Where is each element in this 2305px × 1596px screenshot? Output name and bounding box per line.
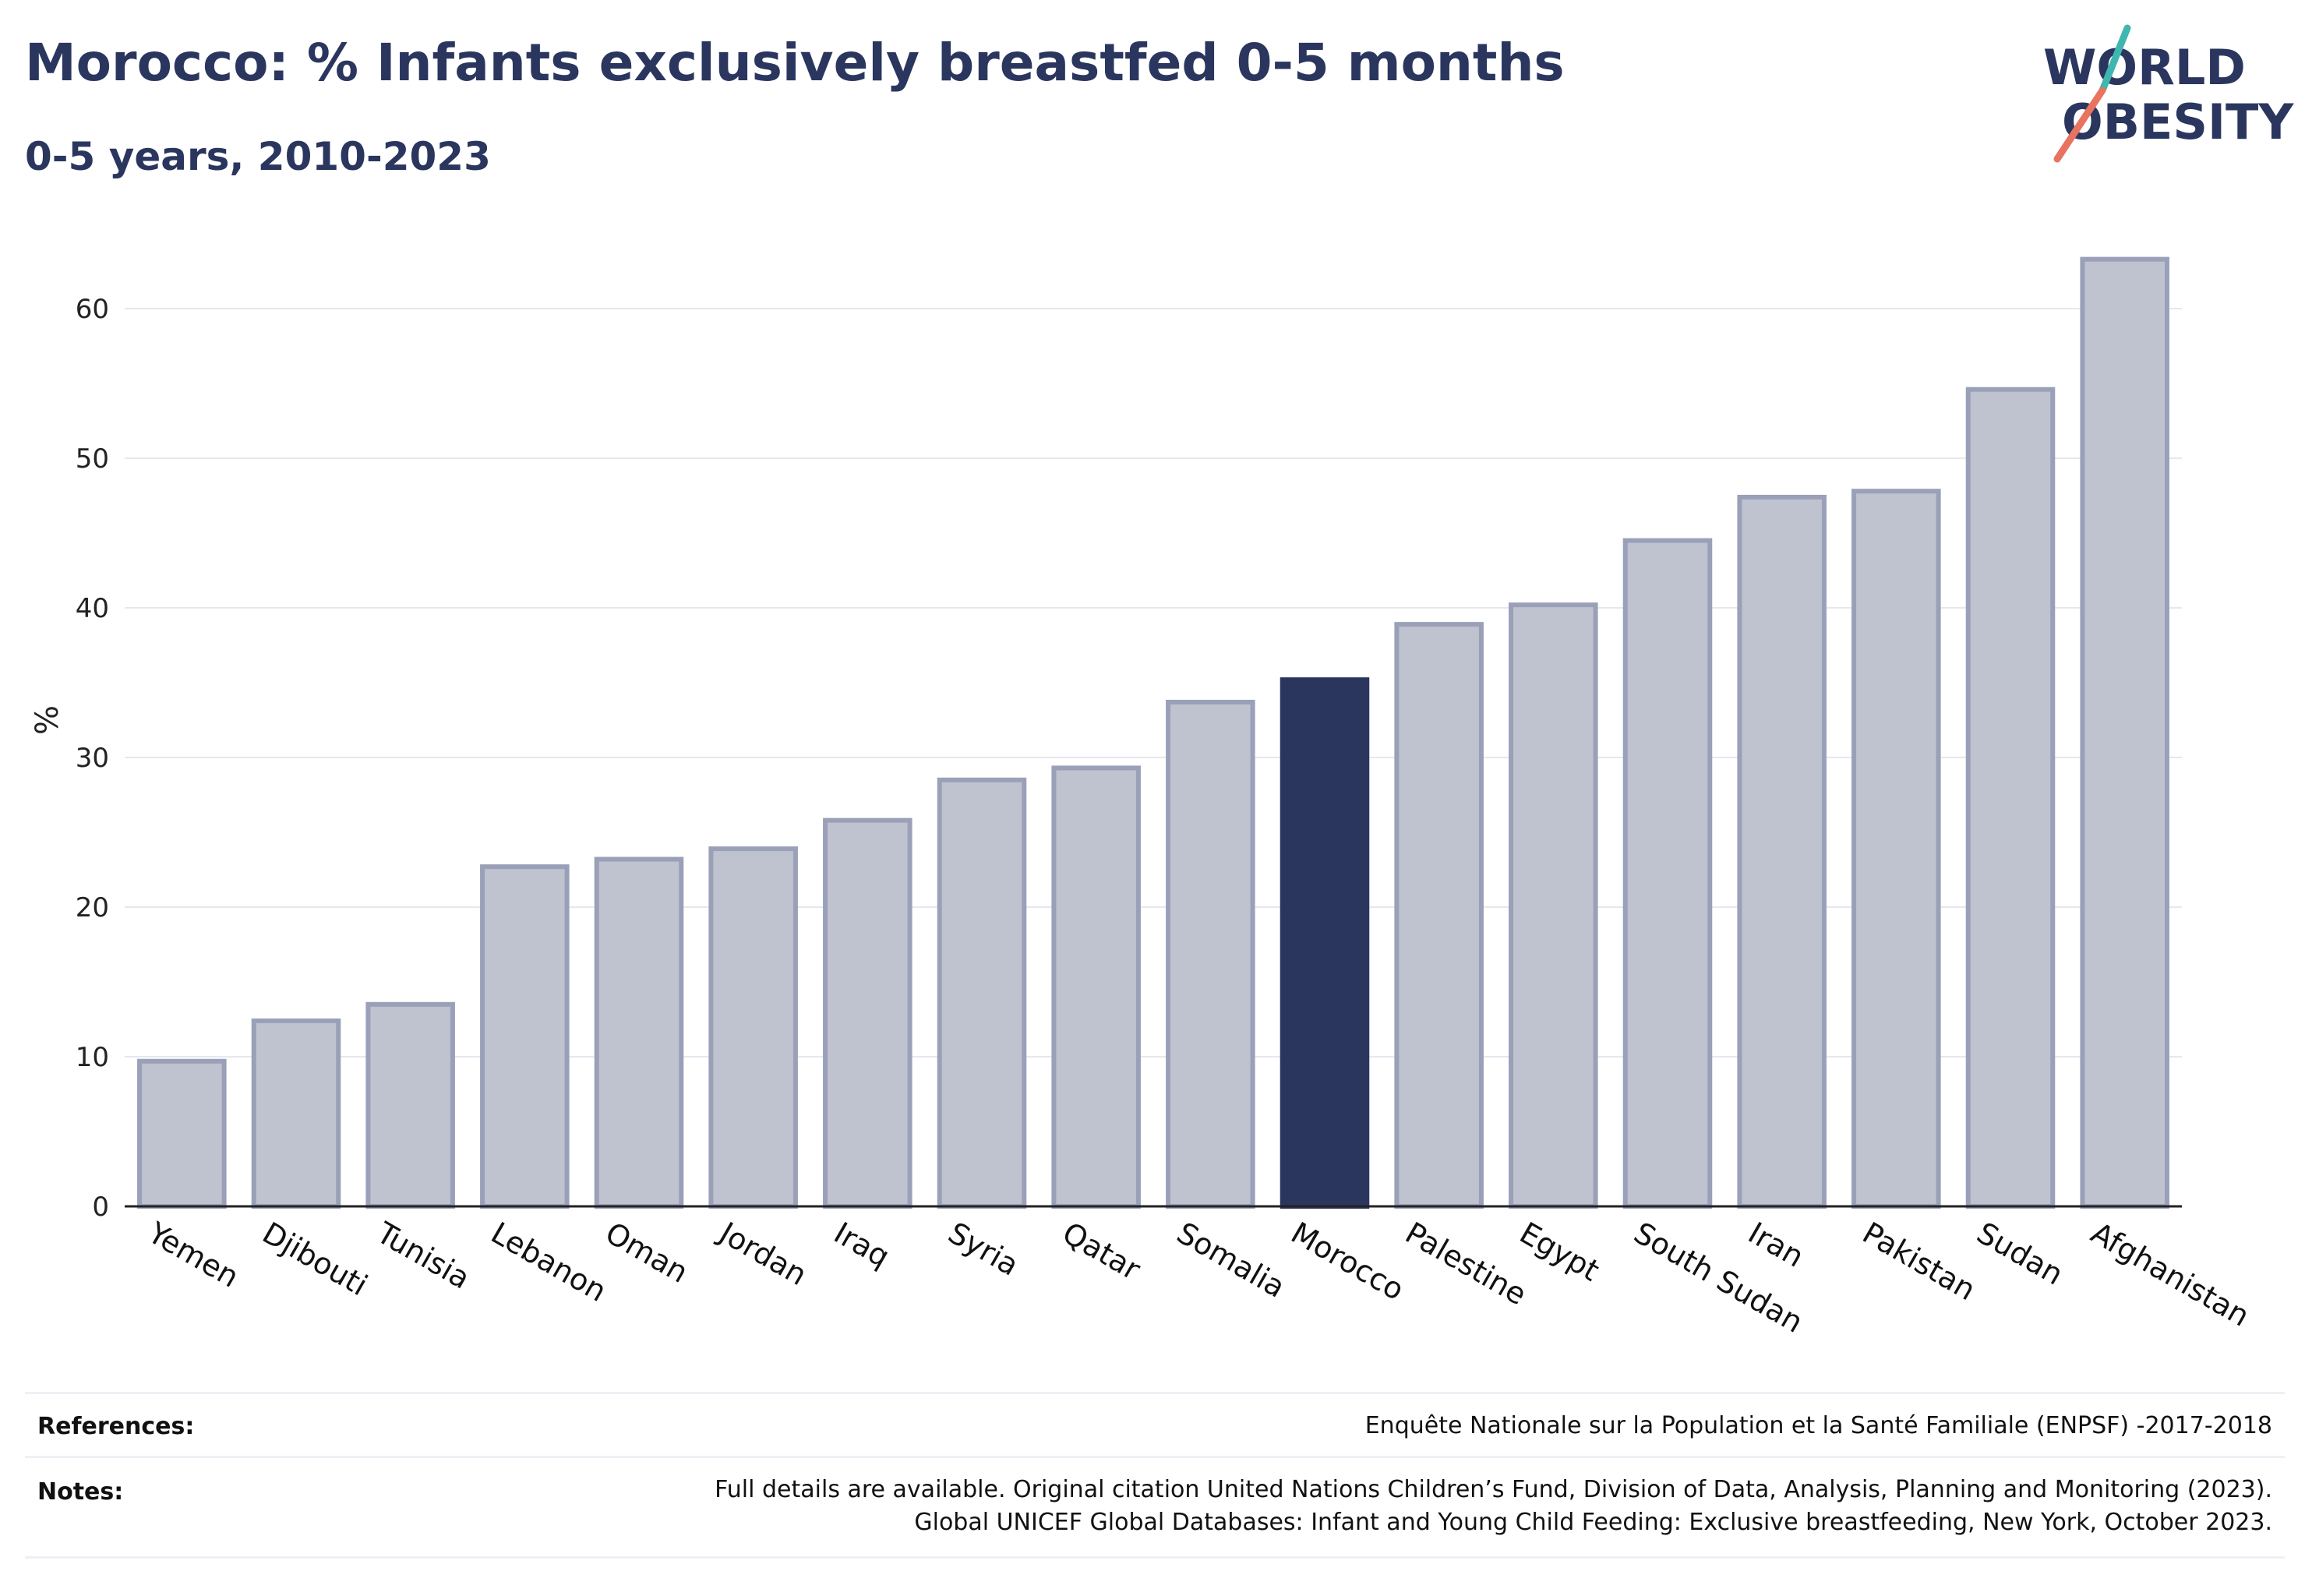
x-label-yemen: Yemen [142,1215,245,1294]
x-label-tunisia: Tunisia [370,1215,475,1296]
logo-line-world: WORLD [2043,39,2246,96]
bar-tunisia [365,1001,455,1209]
x-label-palestine: Palestine [1400,1216,1532,1312]
grid-lines [125,308,2182,1058]
bar-iran [1737,494,1827,1209]
x-label-iraq: Iraq [828,1216,895,1274]
bar-oman [594,856,684,1209]
y-axis-title: % [30,705,65,735]
x-label-iran: Iran [1742,1216,1809,1274]
y-tick-label: 30 [76,743,109,774]
notes-line-1: Full details are available. Original cit… [715,1476,2272,1503]
x-label-lebanon: Lebanon [485,1216,612,1308]
y-tick-label: 60 [76,294,109,325]
bar-iraq [823,817,912,1209]
x-label-qatar: Qatar [1057,1216,1146,1287]
bar-palestine [1394,622,1484,1209]
bar-sudan [1965,387,2056,1209]
bar-yemen [137,1058,227,1209]
x-label-djibouti: Djibouti [257,1216,374,1303]
bar-south-sudan [1622,538,1713,1209]
world-obesity-logo: WORLD OBESITY [2043,24,2294,163]
references-row: References: Enquête Nationale sur la Pop… [25,1392,2285,1458]
bar-lebanon [480,864,570,1209]
bar-jordan [708,846,798,1209]
chart-subtitle: 0-5 years, 2010-2023 [25,134,491,179]
x-label-jordan: Jordan [712,1215,812,1293]
logo-slash-teal [2099,24,2131,94]
y-tick-label: 0 [92,1192,109,1223]
references-label: References: [37,1413,195,1440]
bar-morocco [1280,677,1370,1209]
x-label-afghanistan: Afghanistan [2085,1216,2255,1333]
bar-syria [937,777,1027,1209]
bars [137,256,2169,1209]
notes-row: Notes: Full details are available. Origi… [25,1456,2285,1559]
notes-text: Full details are available. Original cit… [715,1474,2272,1539]
x-label-somalia: Somalia [1171,1216,1291,1305]
x-label-sudan: Sudan [1971,1216,2070,1292]
x-label-morocco: Morocco [1286,1216,1410,1308]
logo-line-obesity: OBESITY [2062,94,2294,150]
bar-qatar [1051,765,1141,1209]
x-label-oman: Oman [600,1216,694,1290]
bar-somalia [1166,699,1255,1209]
chart-title: Morocco: % Infants exclusively breastfed… [25,33,1565,93]
y-axis-ticks: 0 10 20 30 40 50 60 [76,294,109,1223]
bar-egypt [1509,602,1598,1209]
bar-djibouti [251,1018,341,1209]
x-label-syria: Syria [943,1216,1025,1283]
y-tick-label: 40 [76,593,109,624]
logo-slash-coral [2053,87,2106,163]
x-label-egypt: Egypt [1514,1216,1605,1288]
y-tick-label: 20 [76,892,109,923]
notes-line-2: Global UNICEF Global Databases: Infant a… [914,1509,2272,1536]
references-text: Enquête Nationale sur la Population et l… [1364,1412,2272,1439]
notes-label: Notes: [37,1478,124,1506]
y-tick-label: 50 [76,443,109,475]
bar-afghanistan [2080,256,2169,1209]
bar-pakistan [1851,489,1941,1209]
x-label-pakistan: Pakistan [1857,1216,1982,1308]
y-tick-label: 10 [76,1042,109,1073]
